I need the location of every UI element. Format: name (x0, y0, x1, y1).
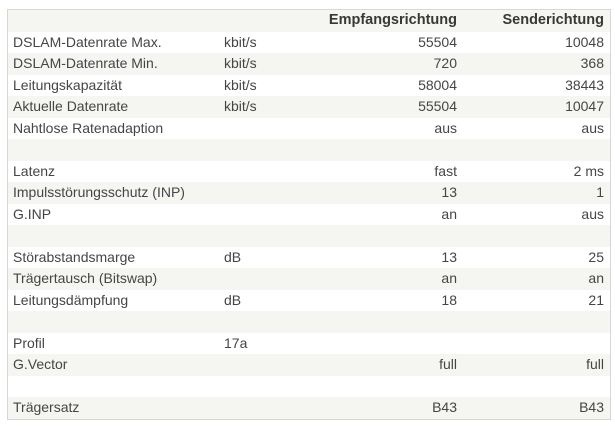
row-label: DSLAM-Datenrate Max. (13, 33, 162, 50)
row-unit: dB (224, 291, 242, 308)
row-label: Leitungskapazität (13, 76, 122, 93)
row-label: Aktuelle Datenrate (13, 98, 129, 114)
row-label (8, 139, 224, 161)
column-header-empfangsrichtung: Empfangsrichtung (328, 12, 457, 28)
table-row: Aktuelle Datenrate kbit/s 55504 10047 (8, 96, 610, 118)
row-value-empfang: 720 (433, 55, 457, 71)
row-unit: dB (224, 248, 242, 265)
row-label: Leitungsdämpfung (13, 291, 129, 308)
row-unit: kbit/s (224, 76, 257, 93)
row-value-sende: 25 (588, 248, 604, 265)
row-label (8, 311, 224, 333)
table-row: Latenz fast 2 ms (8, 160, 610, 183)
table-header-row: Empfangsrichtung Senderichtung (8, 10, 610, 32)
row-value-empfang: 58004 (418, 76, 457, 93)
row-unit: kbit/s (224, 98, 257, 114)
row-label: G.INP (13, 205, 52, 222)
row-value-sende: 10047 (565, 98, 604, 114)
row-label: G.Vector (13, 356, 68, 372)
row-value-sende: 1 (596, 184, 604, 200)
dsl-stats-table: Empfangsrichtung Senderichtung DSLAM-Dat… (7, 9, 611, 420)
row-label (8, 376, 224, 398)
row-unit: kbit/s (224, 33, 257, 50)
column-header-senderichtung: Senderichtung (502, 12, 604, 28)
table-row: DSLAM-Datenrate Max. kbit/s 55504 10048 (8, 31, 610, 53)
row-unit (224, 139, 309, 161)
row-unit (224, 204, 309, 226)
table-row: DSLAM-Datenrate Min. kbit/s 720 368 (8, 53, 610, 75)
row-label: Latenz (13, 162, 56, 179)
row-value-empfang: 13 (441, 248, 457, 265)
row-label: DSLAM-Datenrate Min. (13, 55, 158, 71)
row-value-empfang: 55504 (418, 98, 457, 114)
row-value-empfang: B43 (432, 399, 457, 415)
row-unit (224, 225, 309, 247)
row-label: Trägertausch (Bitswap) (13, 270, 158, 286)
row-label: Impulsstörungsschutz (INP) (13, 184, 185, 200)
row-value-sende: an (588, 270, 604, 286)
row-label (8, 225, 224, 247)
row-value-empfang: 13 (441, 184, 457, 200)
row-unit (224, 268, 309, 290)
table-row: Trägertausch (Bitswap) an an (8, 268, 610, 290)
row-unit (224, 118, 309, 140)
row-label: Nahtlose Ratenadaption (13, 119, 164, 136)
row-unit (224, 182, 309, 204)
row-label: Störabstandsmarge (13, 248, 136, 265)
table-row: Leitungsdämpfung dB 18 21 (8, 289, 610, 311)
row-unit: 17a (224, 334, 248, 351)
row-value-sende: aus (581, 205, 604, 222)
table-row: Nahtlose Ratenadaption aus aus (8, 117, 610, 140)
row-value-empfang (309, 376, 459, 398)
table-row: G.INP an aus (8, 203, 610, 226)
row-unit (224, 161, 309, 183)
table-row: Trägersatz B43 B43 (8, 397, 610, 419)
row-unit (224, 376, 309, 398)
row-value-sende: 21 (588, 291, 604, 308)
row-value-sende: aus (581, 119, 604, 136)
row-value-sende: B43 (579, 399, 604, 415)
row-value-sende (459, 139, 609, 161)
row-value-empfang (309, 311, 459, 333)
spacer-row (8, 225, 610, 247)
row-value-sende (459, 311, 609, 333)
row-value-sende: 2 ms (573, 162, 604, 179)
row-unit: kbit/s (224, 55, 257, 71)
table-row: Profil 17a (8, 332, 610, 355)
table-body: DSLAM-Datenrate Max. kbit/s 55504 10048 DSLA… (8, 31, 610, 419)
row-value-empfang: full (439, 356, 457, 372)
row-value-sende (459, 333, 609, 355)
row-value-sende: full (586, 356, 604, 372)
row-value-sende (459, 376, 609, 398)
table-row: Impulsstörungsschutz (INP) 13 1 (8, 182, 610, 204)
row-value-sende: 38443 (565, 76, 604, 93)
row-value-empfang: an (441, 205, 457, 222)
row-value-empfang: aus (434, 119, 457, 136)
row-value-sende (459, 225, 609, 247)
spacer-row (8, 375, 610, 398)
row-value-empfang: an (441, 270, 457, 286)
row-unit (224, 354, 309, 376)
row-unit (224, 397, 309, 419)
row-value-sende: 368 (580, 55, 604, 71)
table-row: Leitungskapazität kbit/s 58004 38443 (8, 74, 610, 96)
row-value-empfang (309, 333, 459, 355)
table-row: Störabstandsmarge dB 13 25 (8, 246, 610, 268)
row-value-empfang: 18 (441, 291, 457, 308)
row-value-empfang (309, 225, 459, 247)
spacer-row (8, 311, 610, 333)
header-label-column (8, 10, 224, 32)
row-value-empfang: fast (434, 162, 457, 179)
row-value-empfang (309, 139, 459, 161)
row-value-sende: 10048 (565, 33, 604, 50)
row-value-empfang: 55504 (418, 33, 457, 50)
table-row: G.Vector full full (8, 354, 610, 376)
spacer-row (8, 139, 610, 161)
row-label: Profil (13, 334, 45, 351)
header-unit-column (224, 10, 309, 32)
row-unit (224, 311, 309, 333)
row-label: Trägersatz (13, 399, 80, 415)
